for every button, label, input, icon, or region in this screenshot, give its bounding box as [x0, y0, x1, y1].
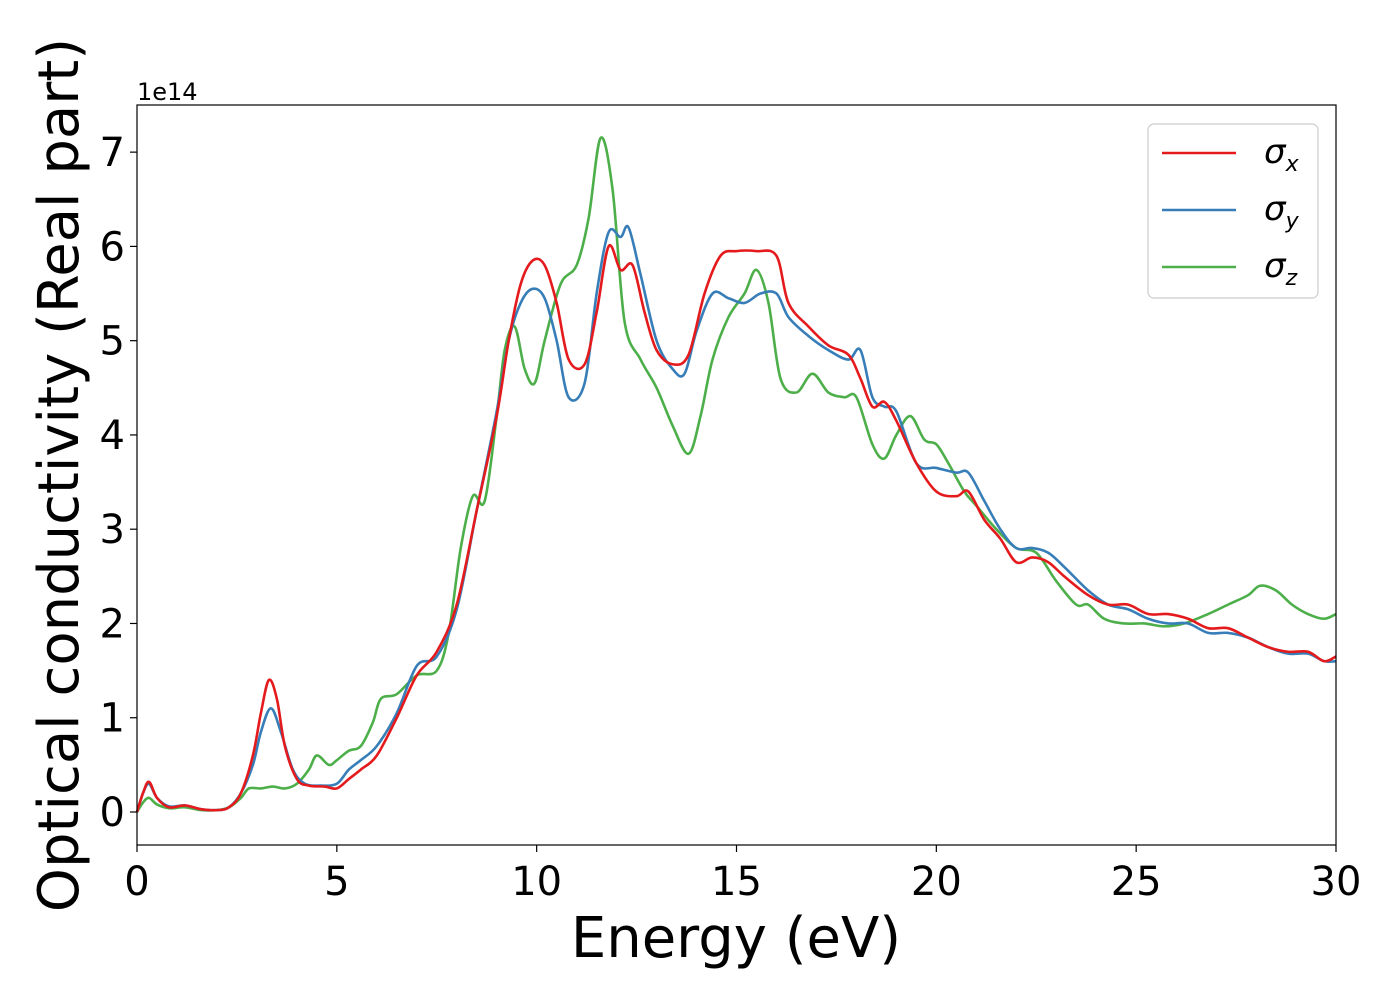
- y-tick-label: 0: [100, 790, 125, 836]
- y-tick-label: 7: [100, 130, 125, 176]
- x-axis: 0 5 10 15 20 25 30: [124, 845, 1361, 905]
- y-tick-label: 6: [100, 224, 125, 270]
- series-lines: [135, 136, 1337, 813]
- x-tick-label: 5: [324, 859, 349, 905]
- y-axis-title: Optical conductivity (Real part): [27, 38, 92, 912]
- y-offset-label: 1e14: [137, 78, 198, 106]
- series-line-x: [135, 243, 1337, 813]
- x-tick-label: 20: [911, 859, 962, 905]
- y-tick-label: 3: [100, 507, 125, 553]
- x-tick-label: 25: [1111, 859, 1162, 905]
- x-tick-label: 30: [1311, 859, 1362, 905]
- series-line-z: [135, 136, 1337, 813]
- y-tick-label: 4: [100, 413, 125, 459]
- y-tick-label: 5: [100, 319, 125, 365]
- y-axis: 0 1 2 3 4 5 6 7: [100, 130, 137, 836]
- y-tick-label: 2: [100, 601, 125, 647]
- x-axis-title: Energy (eV): [571, 906, 901, 971]
- x-tick-label: 10: [511, 859, 562, 905]
- x-tick-label: 0: [124, 859, 149, 905]
- y-tick-label: 1: [100, 696, 125, 742]
- series-line-y: [135, 224, 1337, 813]
- x-tick-label: 15: [711, 859, 762, 905]
